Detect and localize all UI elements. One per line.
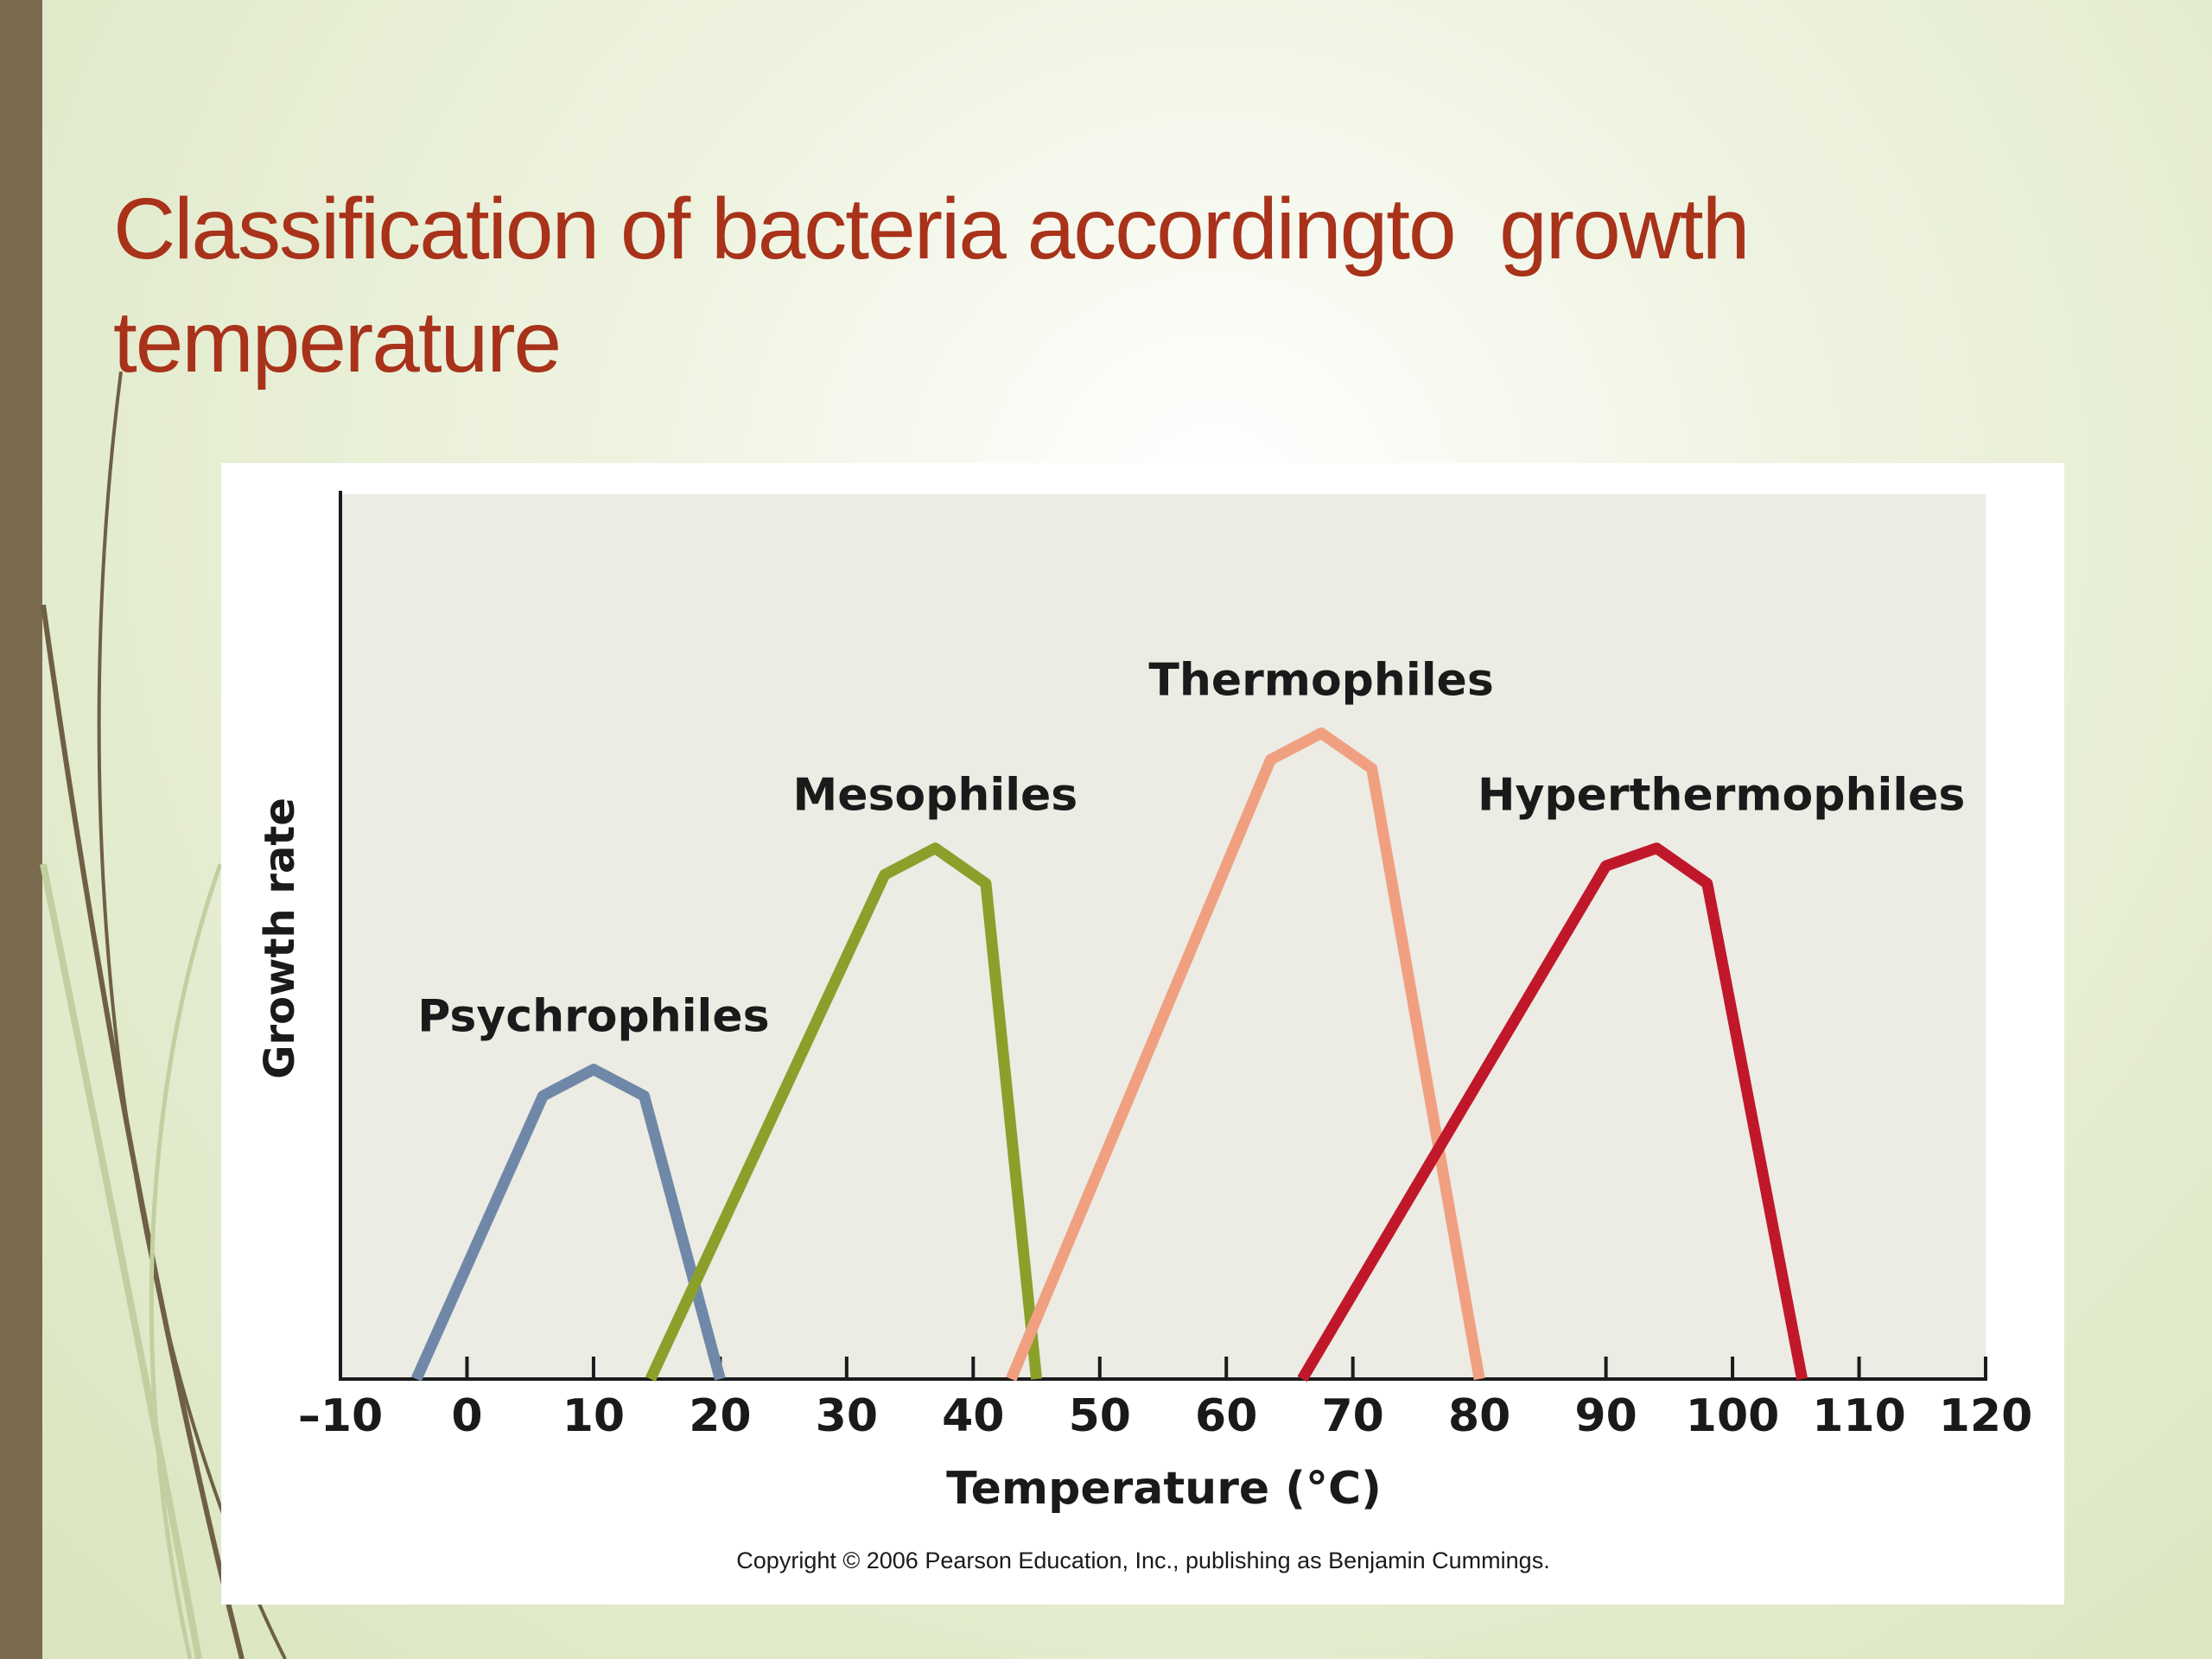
- x-tick-label: 20: [689, 1390, 751, 1442]
- x-tick-label: 80: [1448, 1390, 1510, 1442]
- growth-curve: [645, 842, 1043, 1382]
- x-tick-label: 110: [1812, 1390, 1906, 1442]
- x-tick-label: 50: [1069, 1390, 1131, 1442]
- growth-curve: [1297, 842, 1808, 1382]
- x-tick-label: 60: [1195, 1390, 1257, 1442]
- series-label: Mesophiles: [792, 770, 1077, 822]
- x-tick-label: 10: [563, 1390, 625, 1442]
- x-tick-label: 90: [1574, 1390, 1637, 1442]
- side-bar: [0, 0, 42, 1659]
- decoration: [40, 371, 287, 1659]
- series-label: Hyperthermophiles: [1478, 770, 1965, 822]
- x-tick-label: –10: [298, 1390, 383, 1442]
- copyright: Copyright © 2006 Pearson Education, Inc.…: [736, 1548, 1549, 1573]
- growth-curve: [410, 1064, 726, 1382]
- x-tick-label: 70: [1322, 1390, 1384, 1442]
- x-axis-title: Temperature (°C): [946, 1463, 1382, 1515]
- growth-curve: [1006, 727, 1485, 1382]
- series-label: Thermophiles: [1148, 654, 1493, 706]
- slide-title: Classification of bacteria accordingto g…: [113, 181, 1771, 391]
- x-tick-label: 30: [816, 1390, 878, 1442]
- series-label: Psychrophiles: [417, 991, 769, 1043]
- y-axis-title: Growth rate: [256, 798, 304, 1079]
- plot-area: [340, 494, 1986, 1379]
- x-tick-label: 100: [1686, 1390, 1780, 1442]
- x-tick-label: 120: [1939, 1390, 2033, 1442]
- x-tick-label: 0: [451, 1390, 482, 1442]
- x-tick-label: 40: [942, 1390, 1004, 1442]
